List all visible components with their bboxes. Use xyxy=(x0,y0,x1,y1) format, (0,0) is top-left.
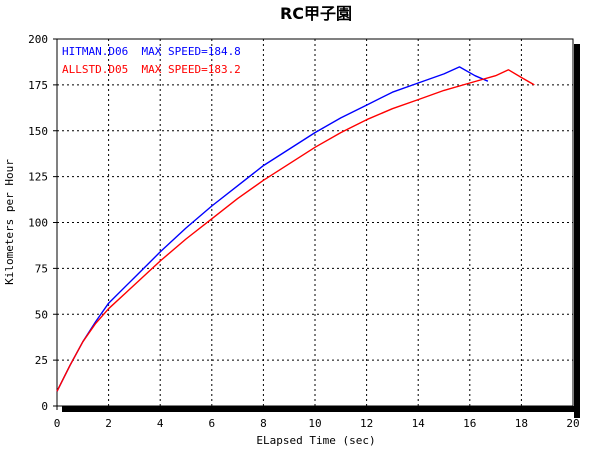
x-tick-label: 0 xyxy=(54,417,61,430)
x-tick-label: 8 xyxy=(260,417,267,430)
y-tick-label: 75 xyxy=(35,262,48,275)
y-tick-label: 50 xyxy=(35,308,48,321)
y-tick-label: 0 xyxy=(41,400,48,413)
x-axis-ticks: 0 2 4 6 8 10 12 14 16 18 20 xyxy=(54,406,580,430)
series-line-1 xyxy=(56,66,489,392)
x-tick-label: 4 xyxy=(157,417,164,430)
x-tick-label: 6 xyxy=(208,417,215,430)
y-tick-label: 175 xyxy=(28,79,48,92)
x-tick-label: 10 xyxy=(308,417,321,430)
plot-shadow-right xyxy=(574,44,580,418)
grid xyxy=(57,39,573,406)
x-tick-label: 2 xyxy=(105,417,112,430)
x-tick-label: 12 xyxy=(360,417,373,430)
y-tick-label: 100 xyxy=(28,217,48,230)
legend-entry-series-1: HITMAN.D06 MAX SPEED=184.8 xyxy=(62,45,241,58)
y-tick-label: 25 xyxy=(35,354,48,367)
y-tick-label: 200 xyxy=(28,33,48,46)
legend-entry-series-2: ALLSTD.D05 MAX SPEED=183.2 xyxy=(62,63,241,76)
y-tick-label: 125 xyxy=(28,171,48,184)
plot-shadow-bottom xyxy=(62,406,580,412)
x-tick-label: 16 xyxy=(463,417,476,430)
series-line-2 xyxy=(56,69,535,392)
y-tick-label: 150 xyxy=(28,125,48,138)
x-tick-label: 14 xyxy=(412,417,426,430)
series-layer xyxy=(56,66,535,392)
y-axis-label: Kilometers per Hour xyxy=(3,159,16,285)
x-tick-label: 18 xyxy=(515,417,528,430)
x-tick-label: 20 xyxy=(566,417,579,430)
y-axis-ticks: 0 25 50 75 100 125 150 175 200 xyxy=(28,33,57,413)
chart-title: RC甲子園 xyxy=(280,4,352,23)
x-axis-label: ELapsed Time (sec) xyxy=(256,434,375,447)
